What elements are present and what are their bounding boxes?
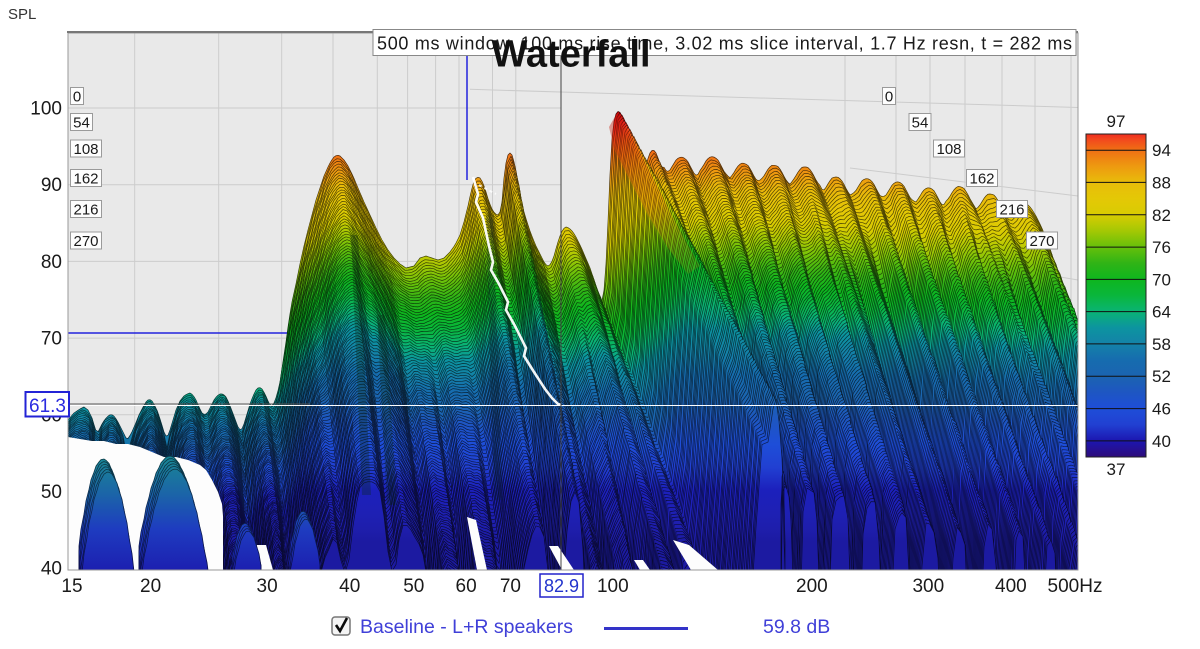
svg-text:61.3: 61.3: [29, 396, 66, 417]
svg-text:40: 40: [339, 576, 360, 597]
svg-text:0: 0: [73, 88, 81, 105]
svg-text:59.8 dB: 59.8 dB: [763, 616, 830, 638]
svg-text:15: 15: [61, 576, 82, 597]
svg-text:94: 94: [1152, 141, 1171, 160]
svg-text:100: 100: [30, 99, 62, 120]
svg-text:Waterfall: Waterfall: [491, 34, 650, 76]
svg-text:SPL: SPL: [8, 6, 36, 23]
svg-text:500Hz: 500Hz: [1048, 576, 1103, 597]
svg-text:37: 37: [1107, 460, 1126, 479]
svg-text:300: 300: [912, 576, 944, 597]
svg-text:20: 20: [140, 576, 161, 597]
svg-text:64: 64: [1152, 303, 1171, 322]
svg-text:76: 76: [1152, 238, 1171, 257]
svg-text:400: 400: [995, 576, 1027, 597]
svg-text:108: 108: [936, 141, 961, 158]
svg-text:Baseline - L+R speakers: Baseline - L+R speakers: [360, 616, 573, 638]
svg-text:54: 54: [912, 114, 929, 131]
svg-text:200: 200: [796, 576, 828, 597]
svg-text:97: 97: [1107, 112, 1126, 131]
svg-text:70: 70: [41, 329, 62, 350]
svg-text:54: 54: [73, 114, 90, 131]
svg-text:82.9: 82.9: [544, 576, 579, 596]
svg-text:50: 50: [41, 482, 62, 503]
svg-text:100: 100: [597, 576, 629, 597]
svg-text:270: 270: [73, 233, 98, 250]
svg-text:216: 216: [73, 201, 98, 218]
svg-text:216: 216: [999, 201, 1024, 218]
svg-text:40: 40: [1152, 432, 1171, 451]
svg-text:88: 88: [1152, 173, 1171, 192]
svg-text:30: 30: [257, 576, 278, 597]
svg-text:82: 82: [1152, 206, 1171, 225]
svg-text:40: 40: [41, 559, 62, 580]
svg-text:52: 52: [1152, 367, 1171, 386]
svg-text:50: 50: [403, 576, 424, 597]
svg-text:90: 90: [41, 175, 62, 196]
svg-text:46: 46: [1152, 400, 1171, 419]
svg-text:162: 162: [73, 170, 98, 187]
svg-text:500 ms window, 100 ms rise tim: 500 ms window, 100 ms rise time, 3.02 ms…: [377, 34, 1073, 54]
svg-text:58: 58: [1152, 335, 1171, 354]
svg-text:108: 108: [73, 141, 98, 158]
svg-text:70: 70: [1152, 270, 1171, 289]
svg-text:162: 162: [969, 170, 994, 187]
svg-text:0: 0: [885, 88, 893, 105]
svg-text:60: 60: [456, 576, 477, 597]
svg-text:80: 80: [41, 252, 62, 273]
svg-text:270: 270: [1029, 233, 1054, 250]
svg-text:70: 70: [500, 576, 521, 597]
